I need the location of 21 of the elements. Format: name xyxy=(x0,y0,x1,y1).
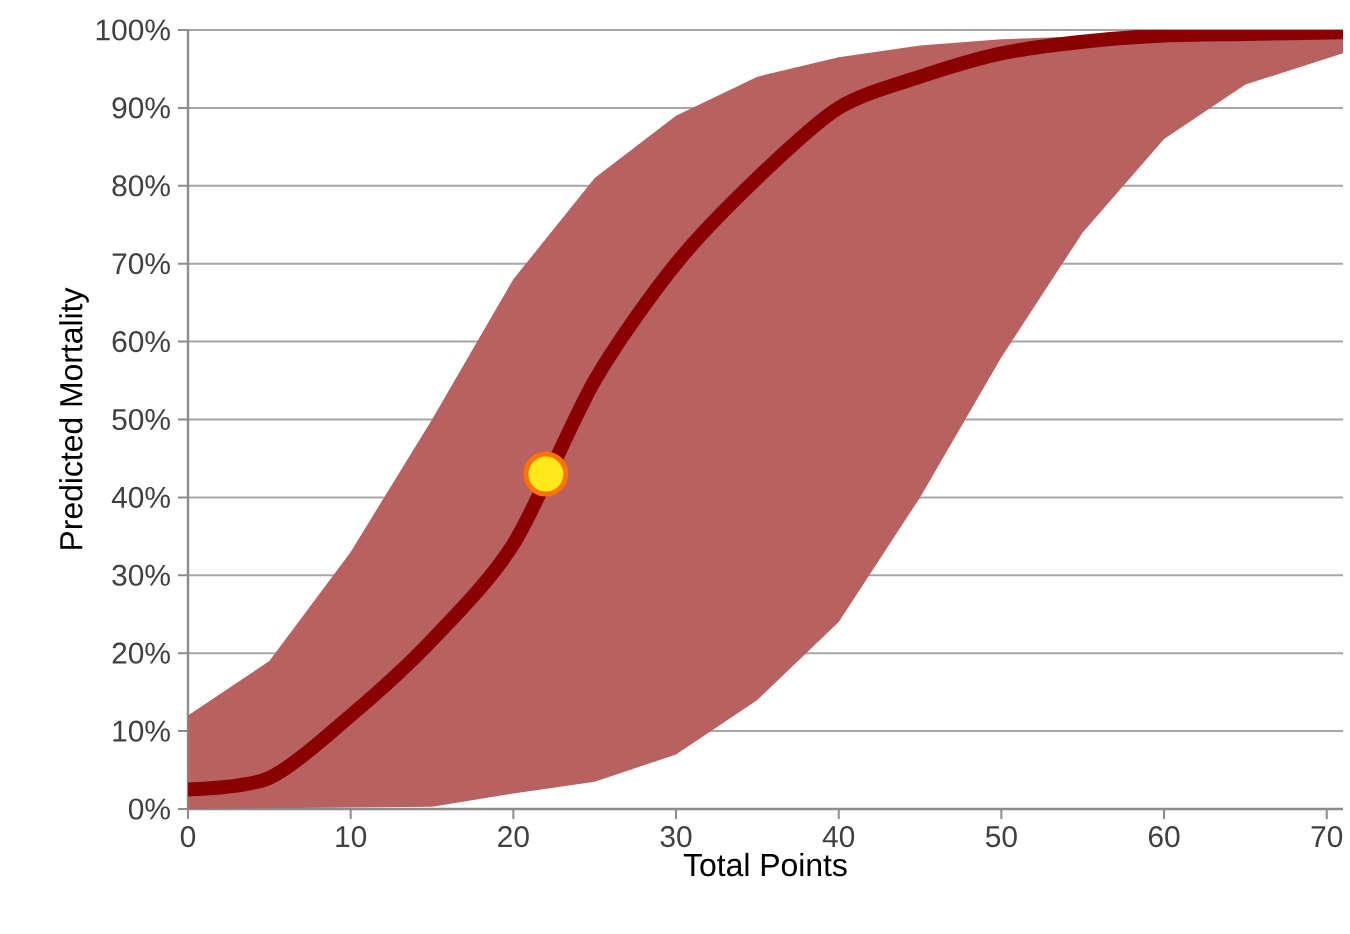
x-tick-label: 20 xyxy=(498,826,529,848)
y-tick-label: 20% xyxy=(112,642,170,664)
y-tick-label: 90% xyxy=(112,97,170,119)
y-tick-label: 70% xyxy=(112,253,170,275)
x-tick-label: 10 xyxy=(336,826,367,848)
x-tick-label: 50 xyxy=(985,826,1017,848)
y-tick-label: 60% xyxy=(112,331,170,353)
y-tick-label: 0% xyxy=(128,798,170,820)
y-tick-label: 30% xyxy=(112,564,170,586)
x-axis-title: Total Points xyxy=(683,852,847,877)
y-axis-title: Predicted Mortality xyxy=(59,287,89,549)
x-tick-label: 0 xyxy=(180,826,196,848)
y-tick-label: 40% xyxy=(111,486,170,508)
x-tick-label: 30 xyxy=(660,826,692,848)
x-tick-label: 70 xyxy=(1311,826,1343,848)
y-tick-label: 10% xyxy=(113,720,170,742)
x-tick-label: 60 xyxy=(1148,826,1180,848)
x-tick-label: 40 xyxy=(822,826,855,848)
y-tick-label: 80% xyxy=(112,175,170,197)
y-tick-label: 50% xyxy=(112,408,170,431)
y-tick-label: 100% xyxy=(96,19,170,41)
